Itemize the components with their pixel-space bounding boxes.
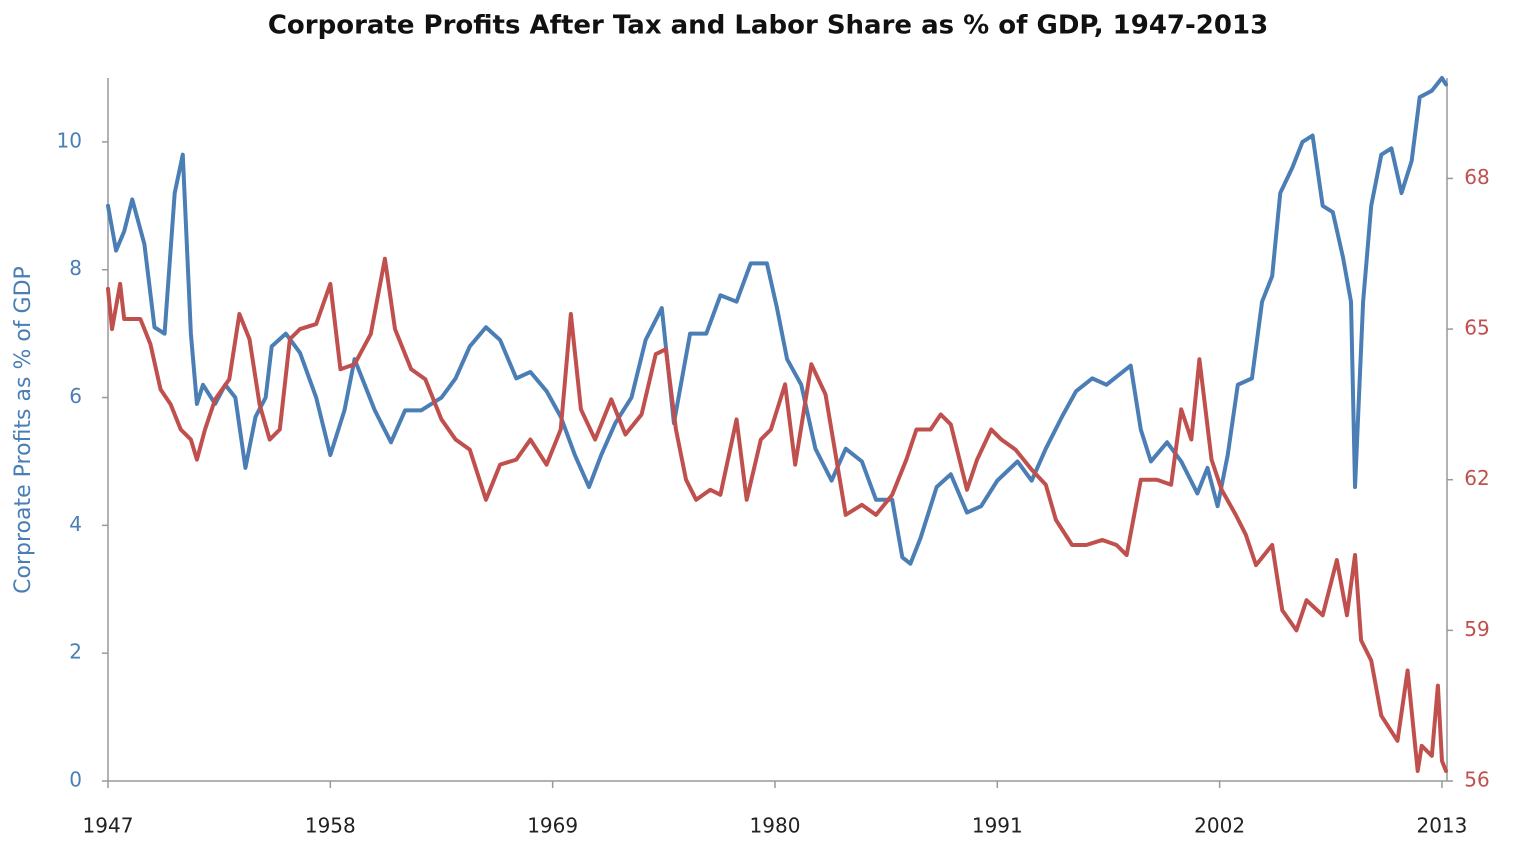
y2-tick-label: 68 [1464,165,1489,189]
y-tick-label: 8 [69,256,82,280]
x-tick-label: 1969 [527,814,578,838]
chart-title: Corporate Profits After Tax and Labor Sh… [268,11,1268,41]
y-tick-label: 4 [69,512,82,536]
y-tick-label: 10 [57,128,82,152]
series-line [106,76,1448,566]
x-tick-label: 1958 [305,814,356,838]
y2-tick-label: 56 [1464,768,1489,792]
x-tick-label: 2013 [1416,814,1467,838]
y2-tick-label: 62 [1464,466,1489,490]
x-tick-label: 1980 [750,814,801,838]
y-tick-label: 2 [69,640,82,664]
y-tick-label: 0 [69,768,82,792]
x-tick-label: 1947 [83,814,134,838]
y-axis-title: Corproate Profits as % of GDP [11,266,36,594]
x-tick-label: 2002 [1194,814,1245,838]
y-tick-label: 6 [69,384,82,408]
x-tick-label: 1991 [972,814,1023,838]
series-line [106,256,1448,773]
y2-tick-label: 65 [1464,316,1489,340]
y2-tick-label: 59 [1464,617,1489,641]
